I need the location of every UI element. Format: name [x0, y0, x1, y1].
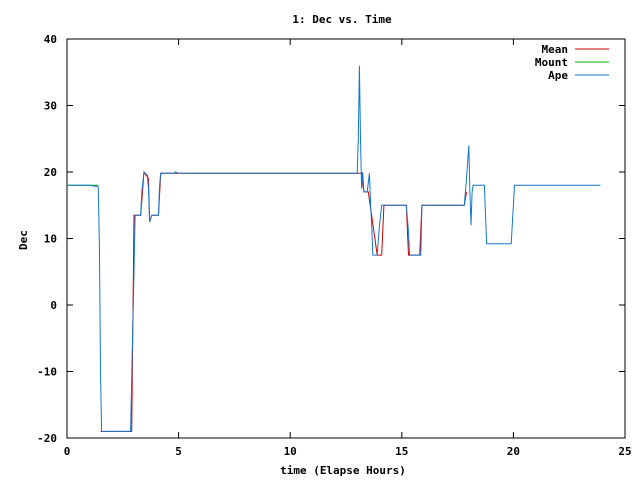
x-tick-label: 0 [64, 445, 71, 458]
y-tick-label: -10 [37, 366, 57, 379]
plot-frame [66, 38, 626, 439]
series-lines [67, 65, 601, 432]
legend-label-mean: Mean [542, 43, 569, 56]
y-tick-label: 10 [44, 233, 57, 246]
series-line-mean [100, 170, 467, 432]
x-tick-label: 20 [507, 445, 520, 458]
y-tick-label: 20 [44, 166, 57, 179]
x-tick-label: 25 [618, 445, 631, 458]
x-tick-label: 5 [175, 445, 182, 458]
y-tick-label: -20 [37, 432, 57, 445]
y-axis-label: Dec [17, 230, 30, 250]
y-tick-label: 30 [44, 100, 57, 113]
y-tick-label: 40 [44, 33, 57, 46]
chart-title: 1: Dec vs. Time [292, 13, 392, 26]
x-tick-label: 15 [395, 445, 408, 458]
legend-label-ape: Ape [548, 69, 568, 82]
legend-label-mount: Mount [535, 56, 568, 69]
plot-area [66, 38, 626, 439]
axis-ticks: 0 5 10 15 20 25 -20 -10 0 10 20 30 40 [37, 33, 632, 458]
series-line-ape [67, 65, 601, 432]
x-tick-label: 10 [284, 445, 297, 458]
x-axis-label: time (Elapse Hours) [280, 464, 406, 477]
y-tick-label: 0 [50, 299, 57, 312]
